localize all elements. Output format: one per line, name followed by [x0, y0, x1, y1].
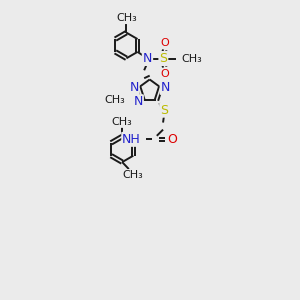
Text: NH: NH — [122, 133, 141, 146]
Text: O: O — [160, 69, 169, 79]
Text: CH₃: CH₃ — [104, 95, 125, 105]
Text: N: N — [134, 95, 143, 108]
Text: CH₃: CH₃ — [181, 53, 202, 64]
Text: CH₃: CH₃ — [116, 13, 137, 23]
Text: S: S — [160, 104, 168, 117]
Text: N: N — [160, 81, 170, 94]
Text: N: N — [129, 81, 139, 94]
Text: O: O — [160, 38, 169, 48]
Text: N: N — [143, 52, 152, 65]
Text: S: S — [159, 52, 167, 65]
Text: O: O — [167, 133, 177, 146]
Text: CH₃: CH₃ — [122, 170, 143, 180]
Text: CH₃: CH₃ — [112, 117, 133, 127]
